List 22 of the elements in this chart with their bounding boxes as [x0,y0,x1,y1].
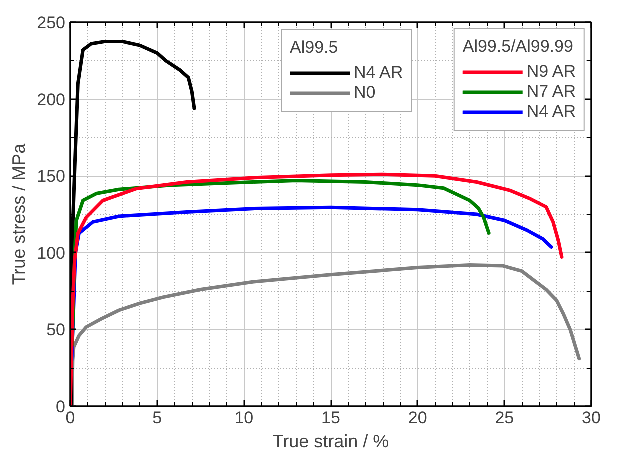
line-series [70,263,582,406]
legend-label: N4 AR [526,102,576,122]
legend-label: N4 AR [354,63,404,83]
text: Al99.5 [290,38,338,57]
legend-label: N0 [354,83,376,103]
x-tick-label: 25 [495,408,514,428]
y-tick-label: 200 [37,90,66,110]
x-tick-label: 20 [408,408,428,428]
x-tick-label: 15 [322,408,340,428]
y-tick-label: 250 [37,14,66,32]
x-tick-label: 10 [234,408,254,428]
y-tick-label: 100 [37,244,66,263]
legend-label: N9 AR [526,62,576,82]
x-axis-title: True strain / % [272,432,390,452]
legend-label: N7 AR [526,82,576,102]
text: Al99.5/Al99.99 [462,37,574,56]
y-axis-title: True stress / MPa [9,142,30,286]
y-tick-label: 50 [46,320,66,340]
x-tick-label: 5 [152,408,162,428]
line-series [70,172,564,406]
x-tick-label: 30 [582,408,601,428]
y-tick-label: 150 [37,167,66,186]
